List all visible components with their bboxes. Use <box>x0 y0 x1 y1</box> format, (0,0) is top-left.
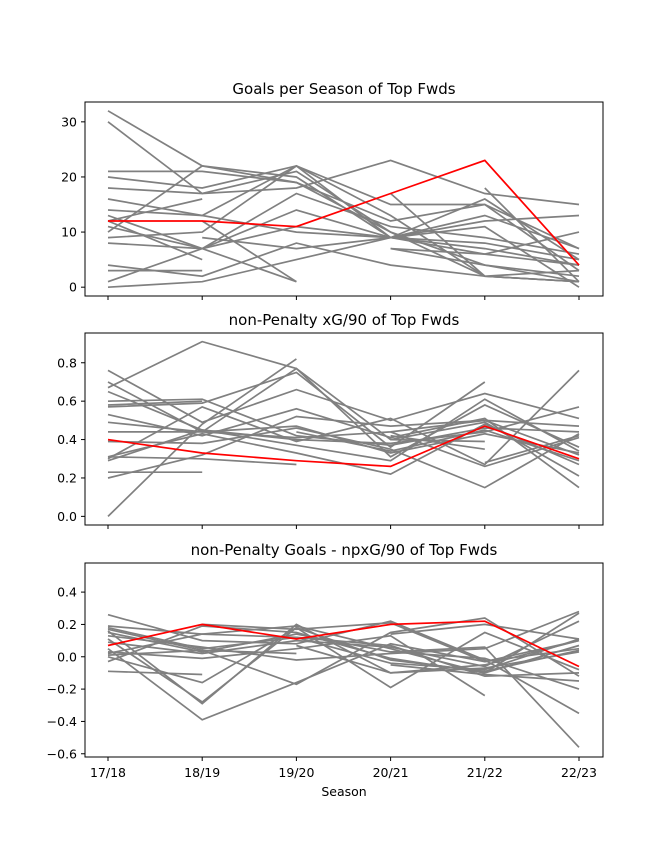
series-line-9 <box>107 421 580 454</box>
chart-title: non-Penalty Goals - npxG/90 of Top Fwds <box>191 541 498 559</box>
series-line-11 <box>107 165 580 266</box>
y-tick-label: 10 <box>61 225 77 240</box>
y-tick-label: 30 <box>61 114 77 129</box>
chart-panel-2: non-Penalty xG/90 of Top Fwds 0.0 0.2 0.4 0.… <box>57 311 604 529</box>
chart-panel-1: Goals per Season of Top Fwds 0 10 20 30 <box>61 80 604 300</box>
series-group <box>107 340 580 518</box>
y-tick-label: 0.0 <box>57 649 77 664</box>
chart-title: non-Penalty xG/90 of Top Fwds <box>229 311 460 329</box>
series-line-18 <box>107 198 203 222</box>
axes-frame <box>84 562 604 758</box>
series-line-10 <box>107 225 297 283</box>
series-line-14 <box>107 455 297 466</box>
series-line-22 <box>390 192 580 278</box>
series-line-13 <box>107 369 580 466</box>
series-line-9 <box>107 220 203 261</box>
series-line-21 <box>202 621 580 663</box>
y-tick-label: 0.4 <box>57 432 77 447</box>
series-line-10 <box>107 642 580 721</box>
highlight-line <box>108 159 580 266</box>
series-line-22 <box>484 434 580 464</box>
series-line-13 <box>107 214 580 250</box>
y-tick-label: −0.6 <box>47 746 77 761</box>
series-line-4 <box>107 164 580 261</box>
axes-frame <box>84 101 604 297</box>
series-line-20 <box>390 231 580 255</box>
y-tick-label: 0.6 <box>57 394 77 409</box>
highlight-line <box>107 620 580 668</box>
y-tick-label: −0.4 <box>47 714 77 729</box>
series-group <box>107 110 580 289</box>
series-line-16 <box>107 634 486 697</box>
x-tick-label: 19/20 <box>278 765 314 780</box>
series-line-17 <box>107 198 580 289</box>
series-line-8 <box>107 626 580 704</box>
series-line-7 <box>107 371 486 449</box>
series-line-19 <box>390 651 580 690</box>
y-tick-label: 20 <box>61 169 77 184</box>
series-line-10 <box>108 419 580 439</box>
chart-panel-3: non-Penalty Goals - npxG/90 of Top Fwds −… <box>47 541 604 799</box>
series-line-7 <box>107 164 580 272</box>
series-line-20 <box>296 644 580 674</box>
y-tick-label: 0 <box>69 280 77 295</box>
series-line-15 <box>107 670 203 676</box>
x-tick-label: 18/19 <box>184 765 220 780</box>
series-line-17 <box>390 623 580 640</box>
series-line-17 <box>107 415 580 479</box>
y-tick-label: 0.2 <box>57 470 77 485</box>
x-tick-label: 21/22 <box>467 765 503 780</box>
series-line-23 <box>484 187 580 283</box>
x-tick-label: 22/23 <box>561 765 597 780</box>
series-line-11 <box>107 427 580 489</box>
chart-title: Goals per Season of Top Fwds <box>232 80 455 98</box>
y-tick-label: 0.2 <box>57 617 77 632</box>
axes-frame <box>84 332 604 526</box>
series-line-5 <box>107 398 580 447</box>
y-tick-label: 0.0 <box>57 509 77 524</box>
series-line-18 <box>107 358 297 518</box>
x-tick-label: 20/21 <box>373 765 409 780</box>
series-line-6 <box>107 198 580 266</box>
y-tick-label: 0.4 <box>57 585 77 600</box>
series-line-23 <box>296 429 580 462</box>
series-line-1 <box>107 369 580 424</box>
highlight-line <box>107 425 580 468</box>
y-tick-label: 0.8 <box>57 355 77 370</box>
y-tick-label: −0.2 <box>47 682 77 697</box>
series-line-14 <box>107 242 580 283</box>
x-tick-label: 17/18 <box>90 765 126 780</box>
series-line-5 <box>107 159 580 206</box>
series-line-20 <box>390 434 485 451</box>
series-line-14 <box>107 625 580 674</box>
series-line-3 <box>107 340 580 458</box>
series-line-24 <box>201 220 297 283</box>
x-axis-label: Season <box>321 784 366 799</box>
series-line-4 <box>107 390 580 462</box>
series-line-6 <box>107 400 203 406</box>
series-group <box>107 610 580 748</box>
series-line-16 <box>107 209 580 288</box>
